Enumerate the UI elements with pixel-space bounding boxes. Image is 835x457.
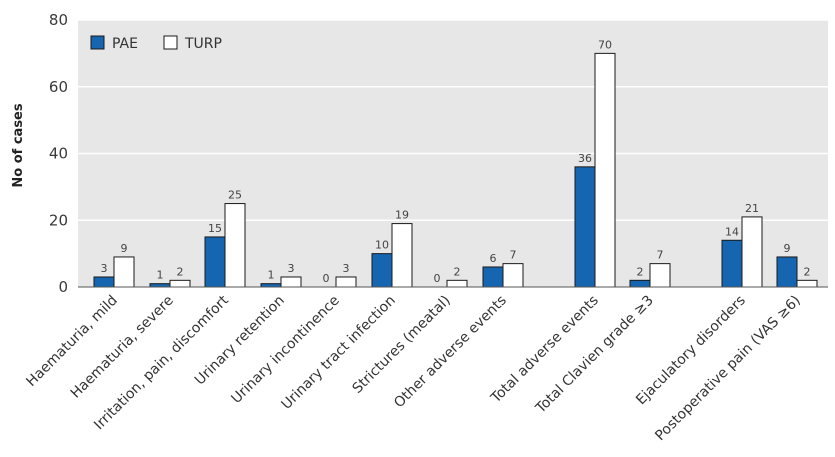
bar-turp xyxy=(335,276,357,288)
bar-pae xyxy=(149,283,171,288)
y-tick-label: 0 xyxy=(58,278,68,296)
data-label-pae: 1 xyxy=(157,269,164,282)
bar-pae xyxy=(371,253,393,288)
bar-turp xyxy=(741,216,763,288)
legend-label-pae: PAE xyxy=(112,36,138,52)
data-label-pae: 36 xyxy=(578,152,592,165)
bars xyxy=(78,52,828,288)
x-tick-label: Haematuria, severe xyxy=(68,293,177,402)
data-label-turp: 70 xyxy=(598,38,612,51)
data-label-turp: 7 xyxy=(657,249,664,262)
data-label-turp: 3 xyxy=(288,262,295,275)
bar-pae xyxy=(776,256,798,288)
bar-turp xyxy=(224,203,246,288)
y-tick-label: 60 xyxy=(49,78,68,96)
data-label-turp: 3 xyxy=(343,262,350,275)
y-tick-label: 80 xyxy=(49,11,68,29)
y-tick-label: 40 xyxy=(49,145,68,163)
data-label-turp: 25 xyxy=(228,189,242,202)
data-label-pae: 1 xyxy=(268,269,275,282)
legend-swatch-turp xyxy=(163,35,178,50)
y-tick-label: 20 xyxy=(49,211,68,229)
legend-swatch-pae xyxy=(90,35,105,50)
y-axis-label: No of cases xyxy=(11,103,26,187)
legend: PAE TURP xyxy=(90,35,222,52)
bar-turp xyxy=(502,263,524,288)
x-tick-label: Strictures (meatal) xyxy=(349,293,453,397)
data-label-turp: 2 xyxy=(454,265,461,278)
data-label-turp: 2 xyxy=(177,265,184,278)
bar-turp xyxy=(113,256,135,288)
bar-pae xyxy=(204,236,226,288)
data-label-turp: 2 xyxy=(804,265,811,278)
data-label-pae: 0 xyxy=(434,272,441,285)
data-label-turp: 19 xyxy=(395,209,409,222)
data-label-pae: 0 xyxy=(323,272,330,285)
data-label-turp: 21 xyxy=(745,202,759,215)
bar-pae xyxy=(721,239,743,288)
gridlines xyxy=(78,19,828,221)
data-label-turp: 9 xyxy=(121,242,128,255)
bar-turp xyxy=(796,279,818,288)
bar-pae xyxy=(629,279,651,288)
bar-turp xyxy=(446,279,468,288)
x-tick-label: Haematuria, mild xyxy=(23,293,120,390)
data-label-pae: 3 xyxy=(101,262,108,275)
x-tick-label: Total adverse events xyxy=(487,293,601,407)
data-label-pae: 14 xyxy=(725,225,739,238)
bar-turp xyxy=(280,276,302,288)
data-label-pae: 9 xyxy=(784,242,791,255)
bar-pae xyxy=(482,266,504,288)
bar-turp xyxy=(169,279,191,288)
data-label-pae: 6 xyxy=(490,252,497,265)
bar-pae xyxy=(574,166,596,288)
bar-pae xyxy=(260,283,282,288)
bar-turp xyxy=(649,263,671,288)
bar-turp xyxy=(594,52,616,288)
data-label-turp: 7 xyxy=(510,249,517,262)
legend-label-turp: TURP xyxy=(184,36,222,52)
y-axis-ticks: 0 20 40 60 80 xyxy=(49,11,68,296)
x-tick-label: Urinary tract infection xyxy=(279,293,399,413)
x-tick-label: Urinary incontinence xyxy=(228,293,342,407)
data-label-pae: 15 xyxy=(208,222,222,235)
bar-pae xyxy=(93,276,115,288)
data-label-pae: 10 xyxy=(375,239,389,252)
bar-turp xyxy=(391,223,413,288)
data-label-pae: 2 xyxy=(637,265,644,278)
